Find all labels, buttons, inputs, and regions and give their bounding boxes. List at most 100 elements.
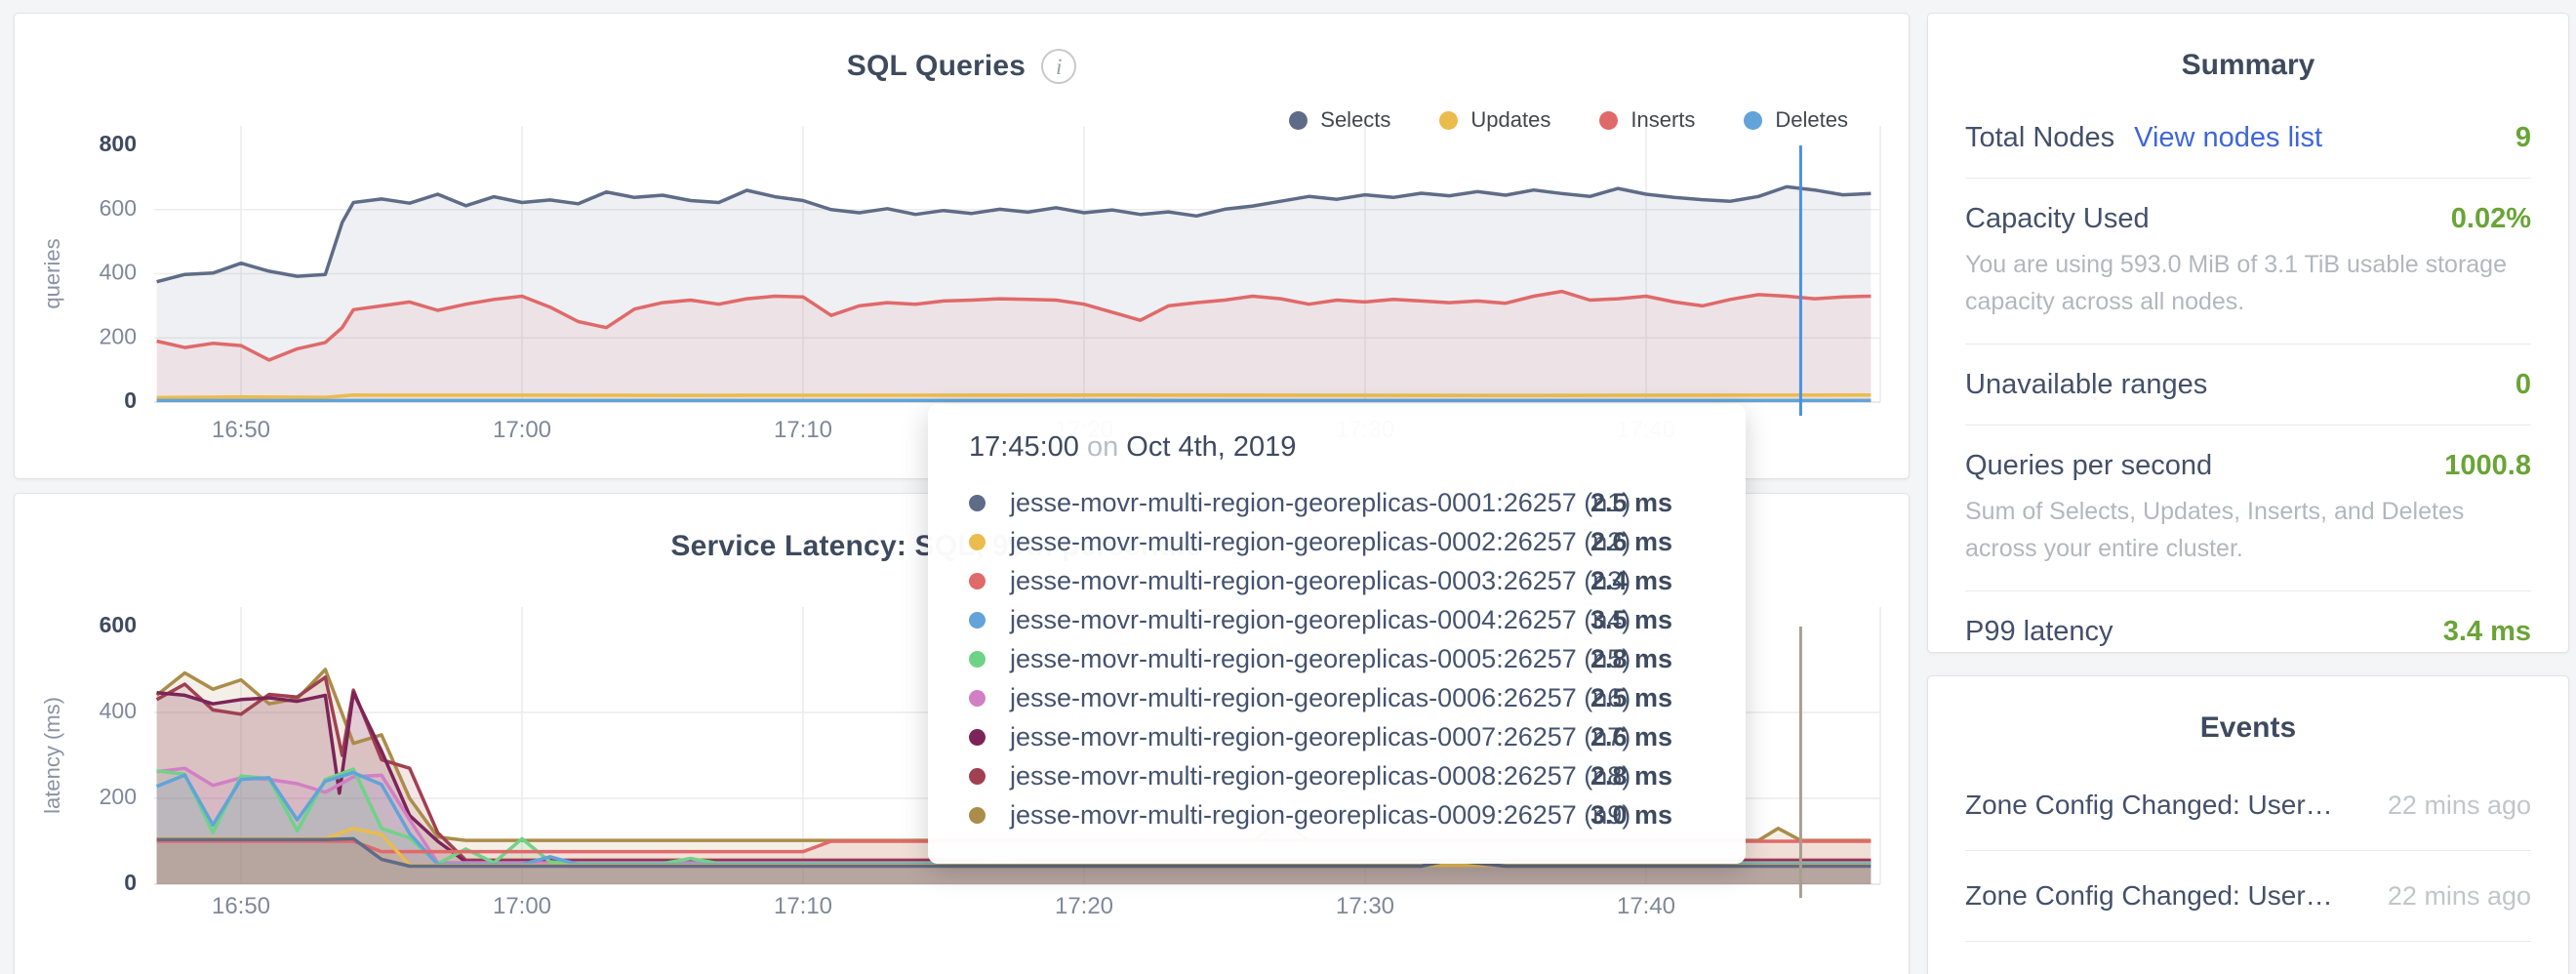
tooltip-row: jesse-movr-multi-region-georeplicas-0002…: [969, 522, 1705, 561]
svg-text:800: 800: [100, 131, 137, 156]
legend-label: Inserts: [1630, 107, 1696, 132]
node-latency: 2.5 ms: [1590, 487, 1673, 517]
summary-value: 0: [2515, 369, 2531, 400]
summary-label: Queries per second: [1965, 450, 2213, 481]
node-dot-icon: [969, 611, 986, 629]
event-time: 22 mins ago: [2387, 881, 2531, 911]
summary-value: 1000.8: [2444, 450, 2531, 481]
tooltip-time: 17:45:00: [969, 431, 1079, 463]
summary-value: 0.02%: [2450, 203, 2531, 234]
summary-title: Summary: [2181, 49, 2315, 81]
summary-subtext: You are using 593.0 MiB of 3.1 TiB usabl…: [1965, 251, 2507, 315]
event-row: Zone Config Changed: User… 22 mins ago: [1965, 760, 2531, 851]
sql-queries-header: SQL Queries i: [15, 49, 1909, 84]
node-dot-icon: [969, 572, 986, 589]
node-latency: 2.8 ms: [1590, 643, 1673, 673]
node-dot-icon: [969, 494, 986, 511]
svg-text:17:00: 17:00: [493, 417, 551, 443]
node-latency: 2.6 ms: [1590, 526, 1673, 556]
svg-text:17:40: 17:40: [1617, 893, 1675, 919]
event-text: Zone Config Changed: User…: [1965, 880, 2333, 911]
node-name: jesse-movr-multi-region-georeplicas-0007…: [1010, 721, 1631, 751]
event-row: Zone Config Changed: User… 22 mins ago: [1965, 851, 2531, 942]
summary-card: Summary Total Nodes View nodes list 9 Ca…: [1927, 13, 2569, 653]
tooltip-row: jesse-movr-multi-region-georeplicas-0008…: [969, 756, 1705, 795]
svg-text:600: 600: [100, 195, 137, 221]
svg-text:17:10: 17:10: [774, 893, 832, 919]
view-nodes-list-link[interactable]: View nodes list: [2134, 122, 2323, 153]
node-latency: 3.0 ms: [1590, 799, 1673, 830]
node-dot-icon: [969, 728, 986, 746]
summary-row-queries-per-second: Queries per second 1000.8 Sum of Selects…: [1965, 426, 2531, 591]
svg-text:17:00: 17:00: [493, 893, 551, 919]
tooltip-row: jesse-movr-multi-region-georeplicas-0009…: [969, 795, 1705, 834]
event-time: 22 mins ago: [2388, 972, 2531, 974]
updates-dot-icon: [1439, 110, 1459, 130]
summary-value: 3.4 ms: [2442, 616, 2531, 647]
events-title: Events: [2199, 711, 2297, 744]
node-latency: 2.6 ms: [1590, 721, 1673, 751]
info-icon[interactable]: i: [1041, 49, 1077, 84]
legend-item-deletes: Deletes: [1744, 107, 1848, 133]
svg-text:16:50: 16:50: [212, 417, 270, 443]
node-name: jesse-movr-multi-region-georeplicas-0009…: [1010, 799, 1631, 830]
summary-value: 9: [2515, 122, 2531, 153]
node-name: jesse-movr-multi-region-georeplicas-0004…: [1010, 604, 1631, 634]
summary-label: P99 latency: [1965, 616, 2113, 647]
svg-text:200: 200: [100, 323, 137, 348]
node-latency: 3.5 ms: [1590, 604, 1673, 634]
svg-text:17:20: 17:20: [1055, 893, 1113, 919]
node-latency: 2.4 ms: [1590, 565, 1673, 595]
inserts-dot-icon: [1599, 110, 1619, 130]
node-dot-icon: [969, 767, 986, 785]
sql-queries-chart[interactable]: 020040060080016:5017:0017:1017:2017:3017…: [15, 14, 1909, 476]
node-name: jesse-movr-multi-region-georeplicas-0008…: [1010, 760, 1631, 791]
svg-text:17:10: 17:10: [774, 417, 832, 443]
svg-text:200: 200: [100, 784, 137, 809]
legend-label: Selects: [1320, 107, 1391, 132]
summary-row-unavailable-ranges: Unavailable ranges 0: [1965, 345, 2531, 426]
tooltip-row: jesse-movr-multi-region-georeplicas-0007…: [969, 717, 1705, 756]
tooltip-row: jesse-movr-multi-region-georeplicas-0003…: [969, 561, 1705, 600]
node-name: jesse-movr-multi-region-georeplicas-0005…: [1010, 643, 1631, 673]
legend-item-inserts: Inserts: [1599, 107, 1695, 133]
summary-label: Unavailable ranges: [1965, 369, 2208, 400]
summary-label: Capacity Used: [1965, 203, 2150, 234]
node-name: jesse-movr-multi-region-georeplicas-0002…: [1010, 526, 1631, 556]
legend-item-updates: Updates: [1439, 107, 1550, 133]
svg-text:600: 600: [100, 612, 137, 637]
tooltip-row: jesse-movr-multi-region-georeplicas-0005…: [969, 639, 1705, 678]
node-name: jesse-movr-multi-region-georeplicas-0006…: [1010, 682, 1631, 712]
svg-text:0: 0: [124, 870, 137, 895]
summary-label: Total Nodes: [1965, 122, 2115, 153]
legend-label: Deletes: [1775, 107, 1848, 132]
svg-text:0: 0: [124, 387, 137, 413]
legend-item-selects: Selects: [1289, 107, 1390, 133]
legend-label: Updates: [1470, 107, 1551, 132]
tooltip-row: jesse-movr-multi-region-georeplicas-0006…: [969, 678, 1705, 717]
tooltip-timestamp: 17:45:00 on Oct 4th, 2019: [969, 431, 1705, 464]
event-text: Zone Config Changed: User…: [1965, 790, 2333, 820]
tooltip-conj: on: [1086, 431, 1119, 463]
event-row: Zone Config Changed: User… 22 mins ago: [1965, 942, 2531, 974]
chart-tooltip: 17:45:00 on Oct 4th, 2019 jesse-movr-mul…: [928, 404, 1746, 864]
node-latency: 2.8 ms: [1590, 760, 1673, 791]
summary-row-p99-latency: P99 latency 3.4 ms: [1965, 591, 2531, 671]
svg-text:16:50: 16:50: [212, 893, 270, 919]
deletes-dot-icon: [1744, 110, 1763, 130]
sql-queries-legend: Selects Updates Inserts Deletes: [1289, 107, 1848, 133]
event-text: Zone Config Changed: User…: [1965, 971, 2333, 974]
svg-text:400: 400: [100, 260, 137, 285]
node-dot-icon: [969, 806, 986, 824]
tooltip-row: jesse-movr-multi-region-georeplicas-0001…: [969, 483, 1705, 522]
node-name: jesse-movr-multi-region-georeplicas-0001…: [1010, 487, 1631, 517]
events-card: Events Zone Config Changed: User… 22 min…: [1927, 675, 2569, 974]
tooltip-date: Oct 4th, 2019: [1126, 431, 1297, 463]
tooltip-row: jesse-movr-multi-region-georeplicas-0004…: [969, 600, 1705, 639]
summary-row-capacity-used: Capacity Used 0.02% You are using 593.0 …: [1965, 179, 2531, 345]
summary-row-total-nodes: Total Nodes View nodes list 9: [1965, 98, 2531, 179]
svg-text:queries: queries: [40, 238, 64, 308]
event-time: 22 mins ago: [2387, 791, 2531, 820]
svg-text:400: 400: [100, 698, 137, 723]
